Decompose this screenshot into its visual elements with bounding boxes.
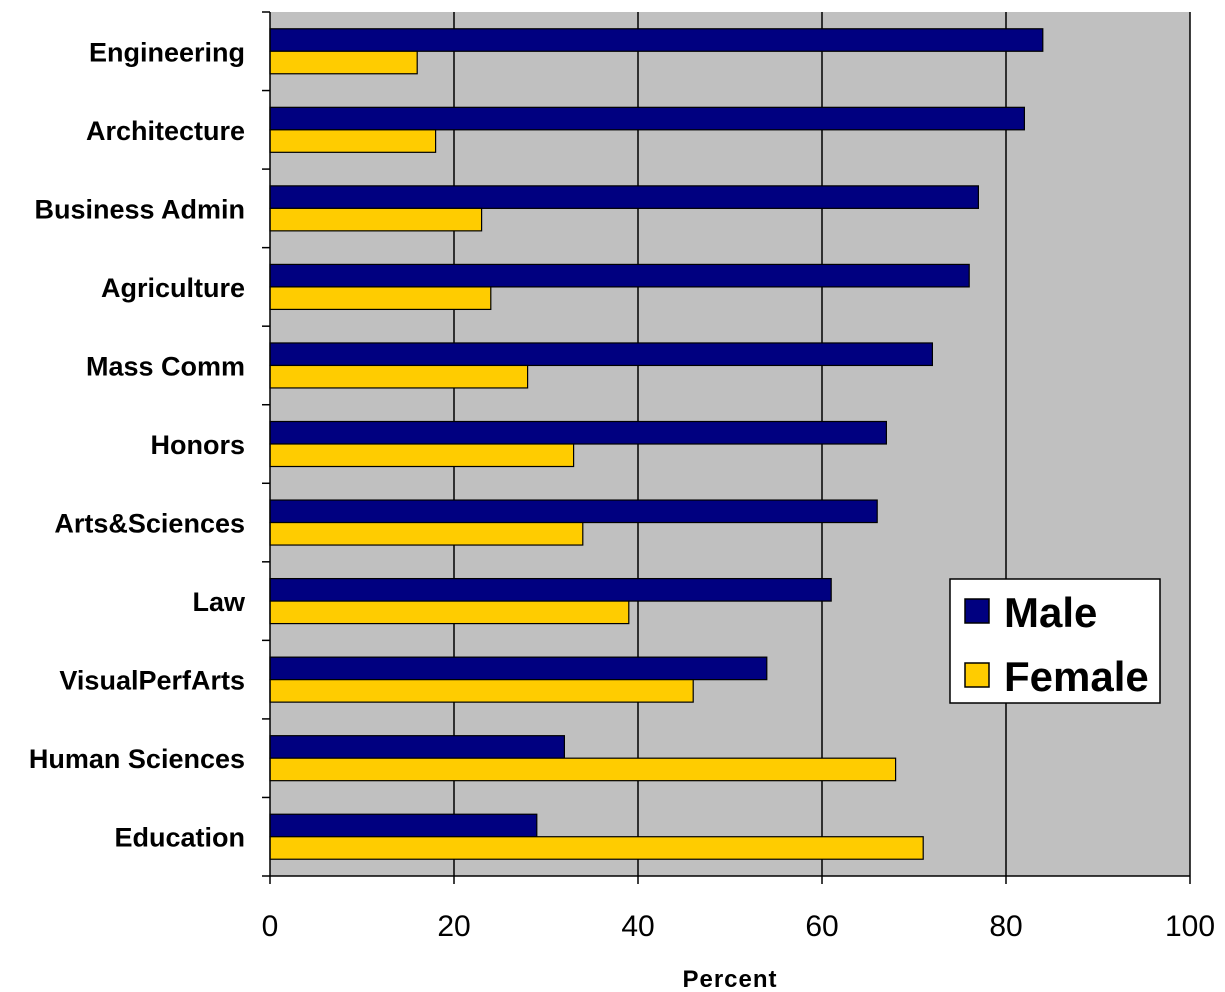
x-tick-label: 80 [989,910,1022,943]
bar-female-business-admin [269,207,483,232]
legend: Male Female [949,578,1161,704]
bar-female-honors [269,443,575,468]
bars [269,28,1044,860]
bar-female-law [269,600,630,625]
category-label: Mass Comm [86,351,245,381]
x-tick-label: 0 [262,910,279,943]
axes [262,11,1191,884]
category-label: Education [114,823,245,853]
bar-male-engineering [269,28,1044,52]
bar-male-human-sciences [269,735,565,759]
category-label: Law [192,587,246,617]
category-label: Engineering [89,37,245,67]
bar-male-visualperfarts [269,656,768,681]
legend-label-male: Male [1004,589,1097,636]
bar-male-architecture [269,106,1026,131]
bar-male-business-admin [269,185,980,209]
x-tick-labels: 0 20 40 60 80 100 [262,910,1215,943]
bar-male-mass-comm [269,342,934,367]
legend-label-female: Female [1004,653,1149,700]
bar-female-visualperfarts [269,679,694,703]
bar-male-education [269,813,538,838]
category-labels: Engineering Architecture Business Admin Agr… [29,37,246,852]
x-axis-title: Percent [682,966,777,992]
bar-female-architecture [269,129,437,153]
bar-female-education [269,836,924,860]
category-label: Honors [151,430,246,460]
category-label: Agriculture [101,273,245,303]
x-tick-label: 60 [805,910,838,943]
bar-female-agriculture [269,286,492,311]
bar-male-arts-sciences [269,499,878,524]
bar-male-honors [269,420,888,445]
x-tick-label: 20 [437,910,470,943]
category-label: VisualPerfArts [59,666,245,696]
x-tick-label: 100 [1165,910,1215,943]
x-tick-label: 40 [621,910,654,943]
category-label: Human Sciences [29,744,245,774]
bar-female-arts-sciences [269,521,584,546]
legend-swatch-female [964,662,990,688]
category-label: Architecture [86,116,245,146]
category-label: Arts&Sciences [54,509,245,539]
bar-female-engineering [269,50,418,75]
bar-male-agriculture [269,263,970,288]
category-label: Business Admin [34,194,245,224]
bar-female-human-sciences [269,757,897,782]
legend-swatch-male [964,598,990,624]
bar-male-law [269,577,832,602]
bar-female-mass-comm [269,364,529,389]
